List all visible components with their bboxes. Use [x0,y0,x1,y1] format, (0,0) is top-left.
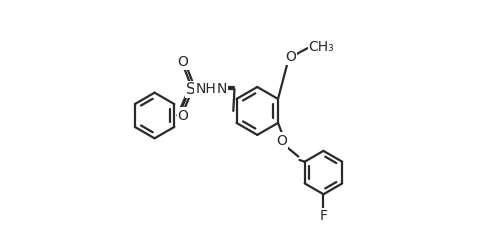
Text: NH: NH [196,82,216,96]
Text: N: N [217,82,227,96]
Text: O: O [178,55,189,69]
Text: O: O [285,50,296,64]
Text: S: S [186,82,196,97]
Text: F: F [320,209,328,223]
Text: O: O [178,109,189,122]
Text: O: O [276,134,287,148]
Text: CH₃: CH₃ [309,40,334,54]
